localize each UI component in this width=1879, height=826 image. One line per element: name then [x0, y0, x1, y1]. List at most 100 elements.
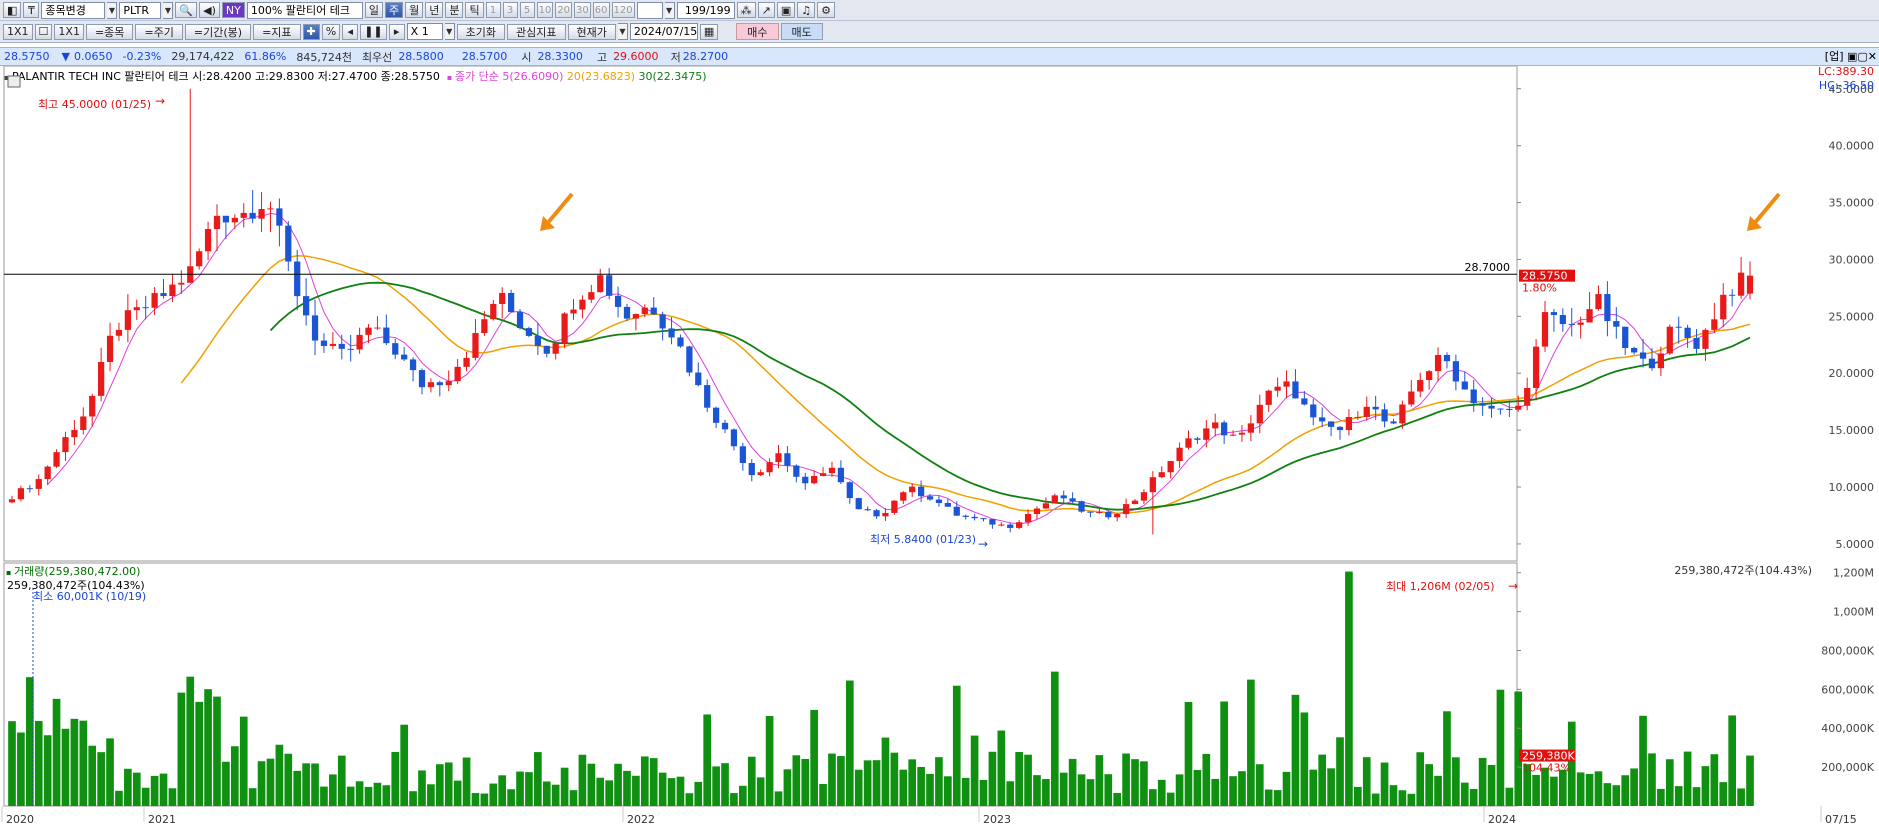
- interval-60[interactable]: 60: [592, 2, 610, 18]
- max-label: 최고 45.0000 (01/25): [38, 98, 151, 111]
- candle-body: [98, 362, 105, 396]
- period-year[interactable]: 년: [425, 2, 444, 18]
- count-value: 199: [684, 3, 706, 17]
- bell-icon[interactable]: ♫: [797, 2, 816, 18]
- pause-icon[interactable]: ❚❚: [360, 23, 387, 40]
- volume-bar: [79, 720, 88, 806]
- volume-bar: [1719, 782, 1728, 806]
- gear-icon[interactable]: ⚙: [817, 2, 835, 18]
- chevron-down-icon[interactable]: ▼: [444, 23, 455, 40]
- volume-bar: [1211, 778, 1220, 806]
- period-tick[interactable]: 틱: [465, 2, 484, 18]
- candle-body: [507, 292, 515, 313]
- window-icon[interactable]: ◧: [3, 2, 22, 18]
- volume-bar: [845, 680, 854, 806]
- candle-body: [846, 482, 853, 499]
- interval-20[interactable]: 20: [555, 2, 573, 18]
- volume-bar: [230, 746, 239, 806]
- reset-button[interactable]: 초기화: [456, 23, 506, 40]
- candle-body: [106, 335, 114, 363]
- period-week[interactable]: 주: [384, 2, 404, 18]
- line-tool-icon[interactable]: ↗: [757, 2, 775, 18]
- name-field[interactable]: 100% 팔란티어 테크: [246, 1, 363, 19]
- volume-bar: [534, 752, 542, 806]
- main-toolbar: ◧ ₸ 종목변경 ▼ PLTR ▼ 🔍 ◀) NY 100% 팔란티어 테크 일 주…: [0, 0, 1879, 21]
- period-month[interactable]: 월: [405, 2, 424, 18]
- search-icon[interactable]: 🔍: [175, 2, 198, 18]
- watch-indicator-button[interactable]: 관심지표: [507, 23, 566, 40]
- percent-button[interactable]: %: [321, 23, 341, 40]
- chevron-down-icon[interactable]: ▼: [107, 1, 118, 19]
- next-icon[interactable]: ▸: [388, 23, 405, 40]
- chevron-down-icon[interactable]: ▼: [664, 1, 675, 19]
- layout-button[interactable]: 1X1: [3, 23, 33, 40]
- range-button[interactable]: =기간(봉): [184, 23, 252, 40]
- candle-body: [802, 476, 809, 484]
- window-controls[interactable]: [업] ▣▢✕: [1824, 50, 1877, 63]
- candle-body: [998, 524, 1005, 526]
- volume-bar: [1300, 712, 1309, 806]
- prev-icon[interactable]: ◂: [342, 23, 359, 40]
- candle-body: [1238, 432, 1246, 435]
- chevron-down-icon[interactable]: ▼: [617, 23, 628, 40]
- calendar-icon[interactable]: ▦: [699, 23, 719, 40]
- pin-icon[interactable]: ₸: [23, 2, 40, 18]
- multiplier-select[interactable]: X 1: [406, 23, 443, 40]
- count-input[interactable]: 199/199: [676, 1, 735, 19]
- candle-body: [1577, 322, 1584, 325]
- candle-body: [365, 327, 372, 335]
- code-input[interactable]: PLTR: [119, 1, 162, 19]
- checkbox-icon[interactable]: ☐: [34, 23, 53, 40]
- layout-button-2[interactable]: 1X1: [54, 23, 84, 40]
- candle-body: [1078, 501, 1085, 512]
- interval-1[interactable]: 1: [485, 2, 501, 18]
- candle-body: [757, 472, 764, 476]
- interval-30[interactable]: 30: [574, 2, 591, 18]
- volume-bar: [1149, 789, 1157, 806]
- chevron-down-icon[interactable]: ▼: [163, 1, 174, 19]
- candle-body: [1167, 461, 1174, 473]
- cycle-button[interactable]: =주기: [135, 23, 183, 40]
- grid-icon[interactable]: ⁂: [736, 2, 756, 18]
- volume-bar: [926, 773, 934, 806]
- custom-interval[interactable]: [636, 1, 663, 19]
- candle-body: [712, 407, 720, 423]
- speaker-icon[interactable]: ◀): [199, 2, 220, 18]
- candle-body: [864, 509, 871, 511]
- ma-title: 종가 단순: [454, 70, 499, 83]
- crosshair-icon[interactable]: ✚: [302, 23, 320, 40]
- volume-bar: [453, 780, 462, 806]
- date-input[interactable]: 2024/07/15: [629, 23, 698, 40]
- volume-bar: [614, 763, 622, 806]
- interval-3[interactable]: 3: [502, 2, 518, 18]
- interval-5[interactable]: 5: [519, 2, 535, 18]
- candle-body: [169, 284, 176, 297]
- candle-body: [62, 437, 69, 453]
- candle-body: [989, 519, 996, 525]
- candle-body: [1319, 417, 1326, 422]
- volume-bar: [1728, 715, 1737, 806]
- ma20-label: 20(23.6823): [566, 70, 635, 83]
- stock-change-select[interactable]: 종목변경: [41, 1, 106, 19]
- interval-120[interactable]: 120: [611, 2, 635, 18]
- sell-button[interactable]: 매도: [780, 23, 823, 40]
- item-button[interactable]: =종목: [85, 23, 134, 40]
- candle-body: [276, 208, 283, 226]
- candle-body: [392, 343, 399, 355]
- save-icon[interactable]: ▣: [776, 2, 796, 18]
- candle-body: [436, 382, 443, 386]
- candle-body: [1016, 522, 1023, 528]
- buy-button[interactable]: 매수: [736, 23, 779, 40]
- indicator-button[interactable]: =지표: [253, 23, 301, 40]
- interval-10[interactable]: 10: [536, 2, 554, 18]
- volume-bar: [34, 720, 43, 806]
- period-day[interactable]: 일: [364, 2, 383, 18]
- candle-body: [1256, 404, 1263, 424]
- current-price-button[interactable]: 현재가: [567, 23, 616, 40]
- volume-bar: [765, 716, 774, 806]
- volume-bar: [1532, 774, 1540, 806]
- period-minute[interactable]: 분: [445, 2, 464, 18]
- orange-arrow-shaft: [1751, 192, 1781, 227]
- low-label: 저: [670, 50, 681, 64]
